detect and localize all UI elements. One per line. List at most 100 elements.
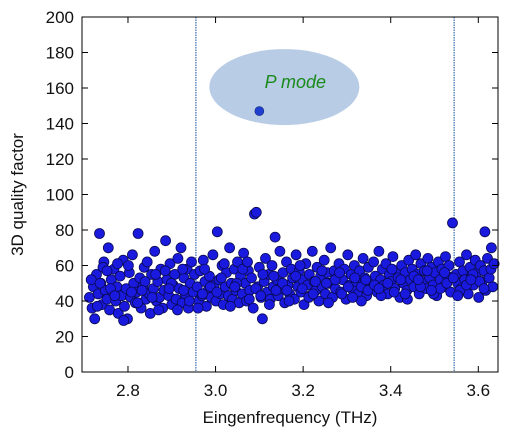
data-point-286 — [316, 265, 328, 277]
annotation-ellipse — [209, 49, 360, 126]
data-point-326 — [294, 260, 306, 271]
data-point-106 — [246, 272, 257, 284]
data-point-266 — [183, 295, 195, 307]
data-point-252 — [91, 300, 103, 312]
data-point-334 — [399, 288, 411, 300]
data-points-layer — [84, 206, 500, 326]
data-point-306 — [447, 272, 459, 284]
data-point-155 — [325, 242, 337, 254]
data-point-180 — [368, 256, 380, 268]
data-point-325 — [281, 284, 293, 296]
data-point-225 — [447, 217, 458, 229]
data-point-337 — [439, 267, 451, 279]
data-point-298 — [395, 274, 407, 286]
y-tick-label-20: 20 — [55, 328, 74, 347]
data-point-331 — [360, 274, 372, 286]
data-point-314 — [122, 260, 134, 271]
data-point-204 — [410, 249, 422, 261]
data-point-313 — [109, 290, 121, 302]
data-point-278 — [263, 299, 275, 311]
data-point-101 — [238, 247, 250, 259]
data-point-332 — [373, 283, 385, 295]
data-point-121 — [269, 231, 281, 243]
data-point-247 — [487, 281, 499, 293]
data-point-232 — [461, 249, 472, 261]
y-tick-label-180: 180 — [46, 44, 74, 63]
data-point-319 — [196, 288, 208, 300]
y-tick-label-60: 60 — [55, 257, 74, 276]
p-mode-label: P mode — [265, 72, 326, 92]
data-point-268 — [199, 263, 211, 275]
data-point-144 — [306, 245, 318, 257]
data-point-259 — [139, 276, 151, 287]
data-point-335 — [412, 274, 424, 286]
data-point-59 — [172, 252, 184, 264]
data-point-107 — [247, 302, 259, 314]
data-point-275 — [243, 293, 255, 305]
data-point-24 — [119, 300, 130, 312]
data-point-282 — [290, 270, 302, 282]
data-point-340 — [478, 283, 490, 295]
data-point-267 — [192, 302, 204, 314]
data-point-277 — [257, 268, 269, 280]
data-point-113 — [256, 313, 268, 325]
data-point-271 — [218, 258, 230, 270]
data-point-260 — [146, 291, 158, 303]
data-point-183 — [373, 245, 385, 257]
y-tick-label-100: 100 — [46, 186, 74, 205]
data-point-320 — [215, 272, 227, 284]
data-point-134 — [290, 249, 302, 261]
data-point-321 — [229, 281, 241, 293]
data-point-302 — [421, 265, 433, 277]
data-point-316 — [150, 268, 162, 280]
y-tick-label-80: 80 — [55, 221, 74, 240]
x-tick-label-1: 3.0 — [204, 381, 228, 400]
data-point-151 — [318, 254, 330, 266]
data-point-249 — [479, 226, 491, 238]
x-tick-label-3: 3.4 — [379, 381, 403, 400]
data-point-279 — [270, 284, 282, 296]
data-point-33 — [132, 228, 144, 239]
data-point-92 — [224, 242, 236, 254]
y-tick-label-40: 40 — [55, 292, 74, 311]
data-point-318 — [177, 263, 189, 275]
data-point-323 — [255, 290, 267, 302]
data-point-327 — [307, 288, 319, 300]
data-point-289 — [336, 288, 348, 300]
data-point-44 — [149, 245, 161, 257]
data-point-265 — [178, 284, 190, 296]
data-point-68 — [186, 256, 197, 268]
data-point-315 — [136, 284, 148, 296]
data-point-329 — [334, 267, 345, 279]
annotation-layer — [209, 49, 360, 126]
data-point-287 — [323, 297, 334, 309]
data-point-174 — [357, 252, 369, 264]
data-point-119 — [266, 260, 278, 271]
axes-layer: 0 20 40 60 80 100 120 140 160 180 200 2.8 3.0 3.2 3.4 3… — [46, 8, 499, 400]
data-point-51 — [160, 235, 172, 247]
y-tick-label-200: 200 — [46, 8, 74, 27]
data-point-39 — [141, 256, 153, 268]
data-point-262 — [159, 265, 171, 277]
y-tick-label-0: 0 — [65, 363, 74, 382]
data-point-239 — [473, 291, 485, 303]
data-point-324 — [268, 270, 280, 282]
data-point-296 — [382, 277, 394, 289]
data-point-336 — [425, 284, 437, 296]
data-point-258 — [132, 297, 144, 309]
data-point-322 — [242, 256, 253, 268]
data-point-339 — [465, 274, 477, 286]
y-axis-title: 3D quality factor — [8, 133, 27, 256]
data-point-285 — [309, 276, 321, 287]
data-point-13 — [102, 242, 114, 254]
data-point-328 — [320, 277, 332, 289]
data-point-191 — [387, 251, 399, 263]
data-point-29 — [126, 249, 138, 261]
data-point-264 — [172, 304, 183, 316]
data-point-297 — [388, 286, 400, 298]
data-point-115 — [260, 252, 271, 264]
x-tick-label-0: 2.8 — [116, 381, 140, 400]
data-point-248 — [488, 258, 500, 270]
p-mode-point — [254, 106, 265, 116]
